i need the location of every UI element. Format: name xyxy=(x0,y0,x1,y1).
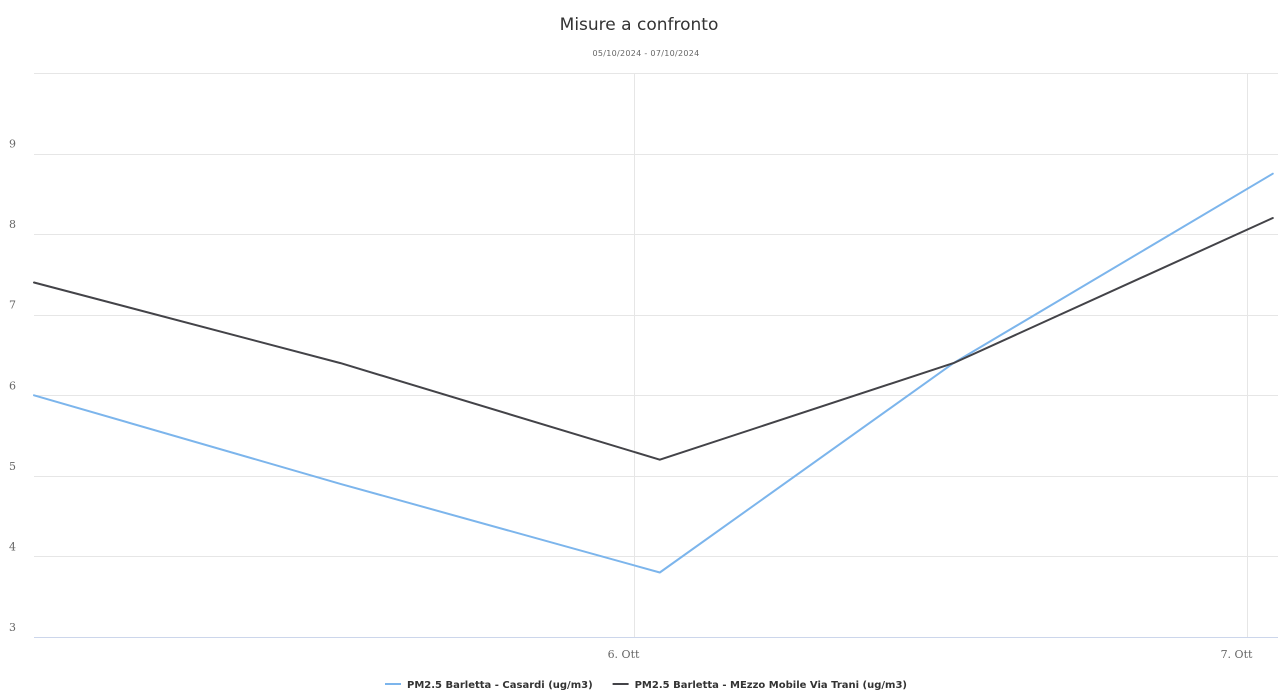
series-layer xyxy=(33,172,1274,574)
axis-layer: 3 4 5 6 7 8 9 6. Ott 7. Ott xyxy=(9,138,1278,661)
y-tick-label: 9 xyxy=(9,138,16,151)
series-line-2[interactable] xyxy=(33,217,1274,461)
x-tick-label: 6. Ott xyxy=(608,648,640,661)
legend-label: PM2.5 Barletta - MEzzo Mobile Via Trani … xyxy=(635,680,907,691)
y-tick-label: 8 xyxy=(9,218,16,231)
grid-layer xyxy=(34,73,1278,638)
chart-title: Misure a confronto xyxy=(560,15,719,35)
chart-subtitle: 05/10/2024 - 07/10/2024 xyxy=(592,49,699,58)
y-tick-label: 3 xyxy=(9,621,16,634)
legend-item-1[interactable]: PM2.5 Barletta - Casardi (ug/m3) xyxy=(385,680,593,691)
y-tick-label: 6 xyxy=(9,379,16,392)
y-tick-label: 5 xyxy=(9,460,16,473)
legend-item-2[interactable]: PM2.5 Barletta - MEzzo Mobile Via Trani … xyxy=(612,680,907,691)
x-tick-label: 7. Ott xyxy=(1221,648,1253,661)
legend-label: PM2.5 Barletta - Casardi (ug/m3) xyxy=(407,680,593,691)
y-tick-label: 4 xyxy=(9,540,16,553)
legend[interactable]: PM2.5 Barletta - Casardi (ug/m3) PM2.5 Ba… xyxy=(385,680,907,691)
series-line-1[interactable] xyxy=(33,172,1274,574)
y-tick-label: 7 xyxy=(9,299,16,312)
